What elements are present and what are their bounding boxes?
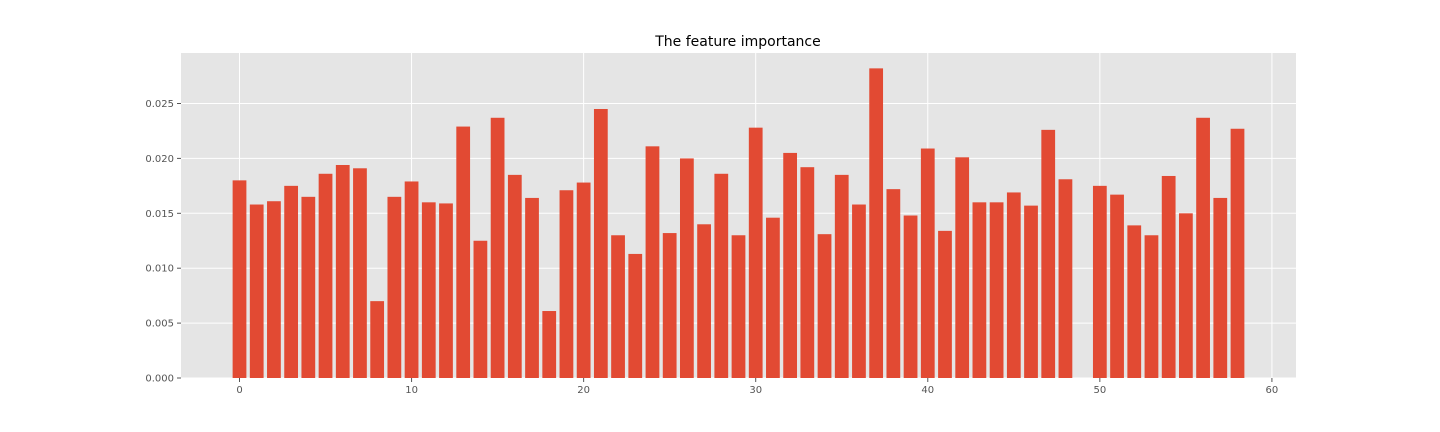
- bar-feature-5: [318, 173, 333, 378]
- bar-feature-26: [679, 158, 694, 378]
- bar-feature-19: [559, 190, 574, 378]
- bar-feature-20: [576, 182, 591, 378]
- bar-feature-37: [869, 68, 884, 379]
- bar-feature-51: [1110, 194, 1124, 378]
- bar-feature-33: [800, 167, 815, 378]
- bar-feature-29: [731, 235, 746, 378]
- bar-feature-0: [232, 180, 247, 378]
- x-tick-label: 40: [921, 385, 934, 396]
- bar-feature-18: [542, 311, 557, 378]
- bar-feature-46: [1024, 205, 1038, 378]
- bar-feature-45: [1006, 192, 1021, 378]
- bar-feature-2: [267, 201, 281, 378]
- bar-feature-17: [525, 197, 539, 378]
- bar-feature-24: [645, 146, 660, 378]
- bar-feature-16: [507, 174, 522, 378]
- y-tick-label: 0.020: [145, 154, 174, 165]
- x-tick-label: 20: [577, 385, 590, 396]
- bar-feature-52: [1127, 225, 1142, 378]
- bar-feature-23: [628, 253, 643, 378]
- bar-feature-36: [852, 204, 866, 378]
- y-tick-label: 0.025: [145, 99, 174, 110]
- bar-feature-32: [783, 152, 798, 378]
- bar-feature-41: [938, 230, 952, 378]
- bar-feature-27: [697, 224, 711, 378]
- bar-feature-54: [1161, 175, 1176, 378]
- x-tick-label: 50: [1093, 385, 1106, 396]
- y-tick-label: 0.015: [145, 209, 174, 220]
- chart-title: The feature importance: [654, 34, 820, 50]
- bar-feature-38: [886, 189, 901, 378]
- bar-feature-6: [335, 164, 350, 378]
- y-tick-label: 0.000: [145, 374, 174, 385]
- bar-feature-34: [817, 234, 832, 378]
- bar-feature-30: [748, 127, 763, 378]
- bar-feature-13: [456, 126, 471, 379]
- bar-feature-8: [370, 301, 385, 378]
- bar-feature-11: [421, 202, 436, 378]
- bar-feature-12: [439, 203, 453, 378]
- bar-feature-58: [1230, 128, 1245, 378]
- bar-feature-57: [1213, 197, 1228, 378]
- x-tick-label: 60: [1266, 385, 1279, 396]
- bar-feature-42: [955, 157, 970, 378]
- x-tick-label: 30: [749, 385, 762, 396]
- bar-feature-9: [387, 196, 402, 378]
- bar-feature-14: [473, 240, 488, 378]
- bar-feature-15: [490, 117, 505, 379]
- x-tick-label: 0: [236, 385, 242, 396]
- bar-feature-10: [404, 181, 419, 378]
- bar-feature-56: [1196, 117, 1210, 379]
- bar-feature-55: [1178, 213, 1193, 378]
- bar-feature-44: [989, 202, 1004, 378]
- bar-feature-39: [903, 215, 918, 378]
- bar-feature-31: [766, 217, 780, 378]
- y-tick-label: 0.005: [145, 319, 174, 330]
- axes: 0.000 0.005 0.010 0.015 0.020 0.025 0 10 20 30 40 5…: [145, 99, 1278, 396]
- x-tick-label: 10: [405, 385, 418, 396]
- bar-feature-35: [834, 174, 849, 378]
- bar-feature-50: [1092, 185, 1107, 378]
- bar-feature-25: [662, 233, 677, 378]
- bar-feature-28: [714, 173, 729, 378]
- bar-feature-22: [611, 235, 625, 378]
- y-tick-label: 0.010: [145, 264, 174, 275]
- bars: [232, 68, 1245, 379]
- bar-feature-43: [972, 202, 987, 378]
- bar-feature-3: [284, 185, 299, 378]
- bar-feature-40: [920, 148, 935, 378]
- bar-feature-53: [1144, 235, 1159, 378]
- bar-feature-47: [1041, 129, 1056, 378]
- bar-feature-21: [593, 108, 608, 379]
- bar-feature-1: [249, 204, 264, 378]
- bar-feature-7: [353, 168, 367, 378]
- bar-feature-48: [1058, 179, 1073, 378]
- bar-feature-4: [301, 196, 316, 378]
